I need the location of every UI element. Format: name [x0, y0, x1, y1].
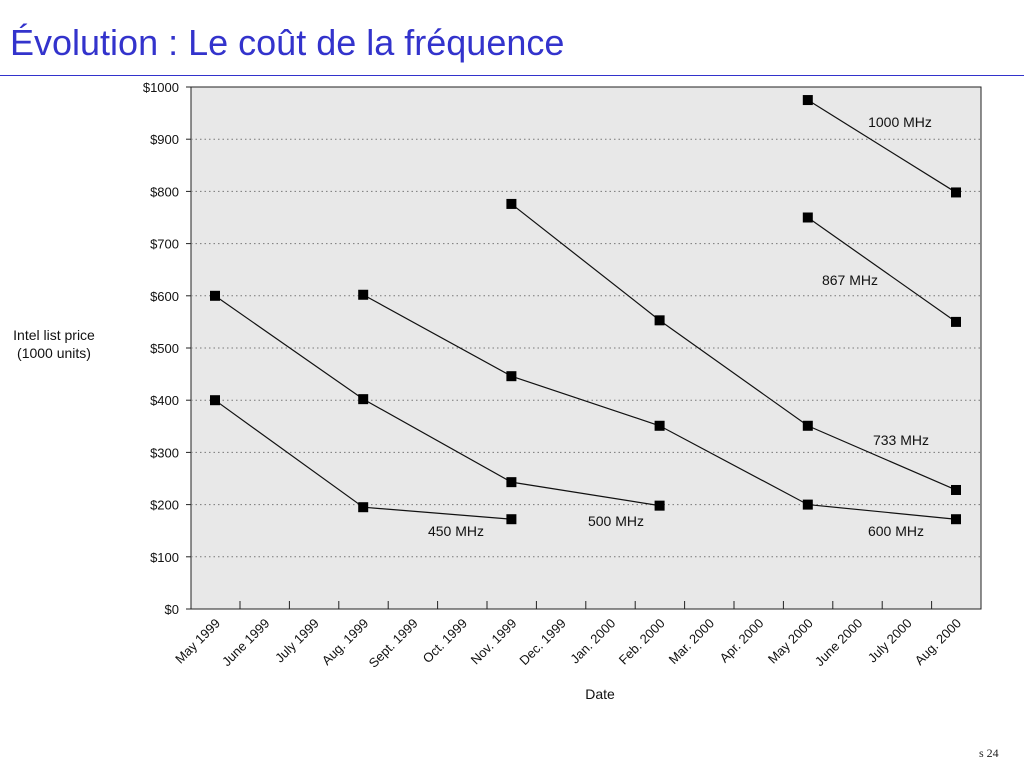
series-label: 450 MHz [428, 523, 484, 539]
series-label: 733 MHz [873, 432, 929, 448]
x-tick-label: Oct. 1999 [420, 616, 470, 666]
data-point-marker [210, 290, 220, 301]
y-tick-label: $400 [150, 393, 179, 408]
y-tick-label: $700 [150, 237, 179, 252]
data-point-marker [358, 394, 369, 405]
x-tick-label: Jan. 2000 [567, 616, 618, 667]
x-tick-label: May 1999 [172, 616, 223, 667]
data-point-marker [506, 477, 517, 488]
x-tick-label: July 1999 [272, 616, 322, 666]
page-number: s 24 [979, 746, 999, 760]
data-point-marker [951, 316, 961, 327]
series-label: 1000 MHz [868, 114, 932, 130]
x-tick-label: June 2000 [812, 616, 866, 670]
y-tick-label: $600 [150, 289, 179, 304]
data-point-marker [358, 289, 369, 300]
y-tick-label: $900 [150, 132, 179, 147]
series-labels: 450 MHz 500 MHz 600 MHz 733 MHz 867 MHz 1000 … [428, 114, 932, 539]
y-tick-label: $200 [150, 498, 179, 513]
data-point-marker [506, 198, 517, 209]
y-axis-title: Intel list price (1000 units) [2, 326, 106, 362]
data-point-marker [654, 500, 665, 511]
x-tick-label: July 2000 [865, 616, 915, 666]
x-tick-label: Feb. 2000 [616, 616, 668, 668]
x-tick-label: Mar. 2000 [666, 616, 717, 667]
series-line [807, 217, 957, 323]
x-tick-label: June 1999 [219, 616, 273, 670]
series-label: 600 MHz [868, 523, 924, 539]
y-tick-label: $800 [150, 184, 179, 199]
x-axis-title: Date [585, 686, 615, 702]
grid-lines [186, 86, 981, 610]
y-tick-label: $1000 [143, 80, 179, 95]
title-divider [0, 75, 1024, 76]
series-line [807, 99, 957, 193]
data-point-marker [802, 420, 813, 431]
y-tick-label: $500 [150, 341, 179, 356]
x-tick-label: Aug. 1999 [319, 616, 372, 669]
x-axis-ticks [239, 601, 933, 609]
data-point-marker [506, 371, 517, 382]
series-line [214, 295, 660, 507]
data-point-marker [358, 502, 369, 513]
y-axis-title-line-2: (1000 units) [17, 345, 91, 361]
y-tick-label: $100 [150, 550, 179, 565]
data-point-marker [802, 212, 813, 223]
series-layer [210, 95, 961, 525]
slide-title: Évolution : Le coût de la fréquence [10, 22, 565, 63]
data-point-marker [951, 187, 961, 198]
data-point-marker [654, 315, 665, 326]
y-tick-label: $0 [165, 602, 179, 617]
data-point-marker [802, 499, 813, 510]
y-tick-label: $300 [150, 445, 179, 460]
x-tick-label: Sept. 1999 [366, 616, 421, 671]
x-tick-label: Apr. 2000 [717, 616, 767, 666]
data-point-marker [802, 95, 813, 106]
y-axis-tick-labels: $0 $100 $200 $300 $400 $500 $600 $700 $800 $900 $1… [143, 80, 179, 617]
x-tick-label: Nov. 1999 [468, 616, 520, 668]
data-point-marker [210, 395, 220, 406]
series-line [511, 203, 957, 491]
x-tick-label: May 2000 [765, 616, 816, 667]
data-point-marker [506, 514, 517, 525]
x-tick-label: Aug. 2000 [912, 616, 965, 669]
y-axis-title-line-1: Intel list price [13, 327, 95, 343]
series-label: 867 MHz [822, 272, 878, 288]
data-point-marker [654, 420, 665, 431]
data-point-marker [951, 514, 961, 525]
data-point-marker [951, 484, 961, 495]
series-label: 500 MHz [588, 513, 644, 529]
x-tick-label: Dec. 1999 [516, 616, 569, 669]
